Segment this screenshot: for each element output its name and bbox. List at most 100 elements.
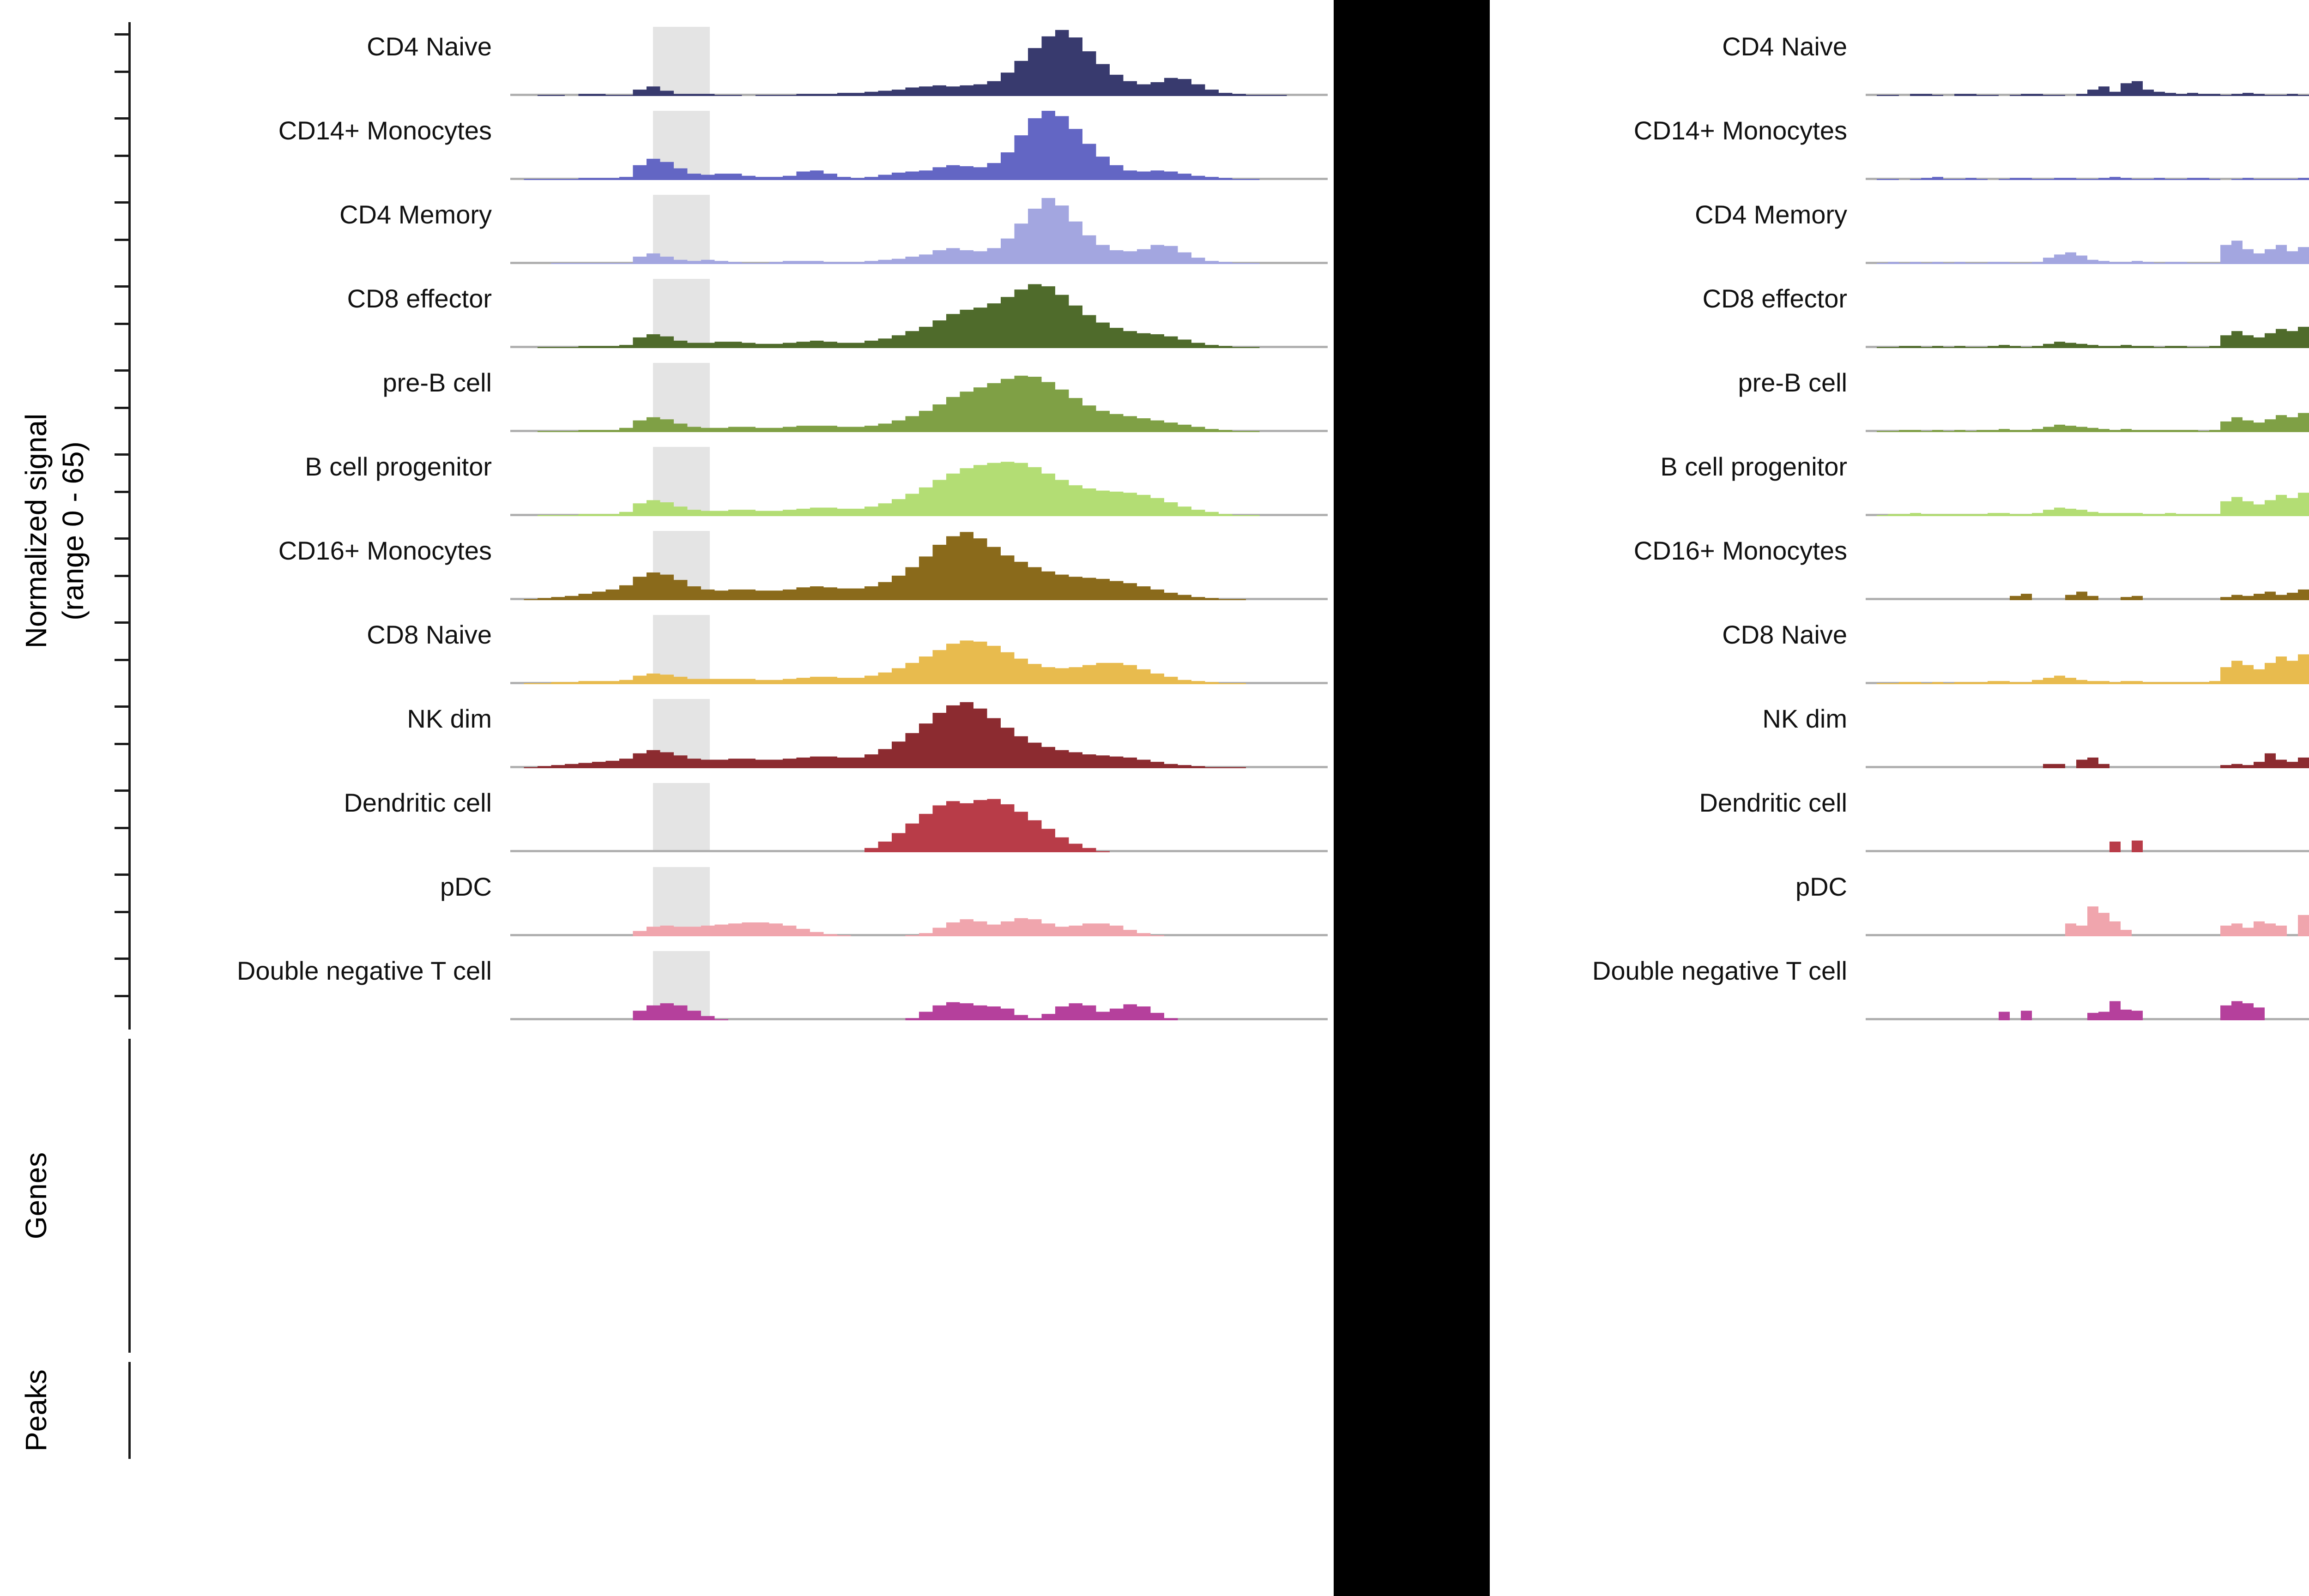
signal-area [510,532,1328,600]
track-label-11: pDC [1795,872,1847,901]
y-axis-tick [115,958,128,960]
y-axis-tick [115,658,128,661]
track-label-8: CD8 Naive [1722,620,1847,649]
y-axis-tick [115,994,128,997]
signal-track-10 [1866,783,2309,852]
signal-area [1866,840,2309,852]
signal-area [510,30,1328,96]
track-label-10: Dendritic cell [344,788,492,817]
track-label-6: B cell progenitor [305,452,492,481]
y-axis-tick [115,910,128,913]
track-label-8: CD8 Naive [367,620,492,649]
highlight-band [653,27,710,96]
genes-axis-rule [128,1039,131,1353]
y-axis-tick [115,742,128,745]
signal-area [510,375,1328,432]
signal-track-5 [510,363,1328,432]
track-baseline [1866,178,2309,180]
y-axis-tick [115,453,128,456]
peaks-section-label: Peaks [19,1369,53,1451]
signal-area [1866,410,2309,432]
highlight-band [653,867,710,936]
y-axis-tick [115,285,128,288]
signal-track-9 [510,699,1328,768]
track-label-4: CD8 effector [1702,284,1847,313]
signal-track-1 [1866,27,2309,96]
signal-track-9 [1866,699,2309,768]
peaks-axis-rule [128,1362,131,1459]
track-label-2: CD14+ Monocytes [278,116,492,145]
panel-divider [1334,0,1490,1596]
signal-track-8 [1866,615,2309,684]
track-label-9: NK dim [407,704,492,733]
track-label-4: CD8 effector [347,284,492,313]
signal-track-12 [510,951,1328,1020]
signal-area [510,1002,1328,1020]
signal-area [510,799,1328,852]
track-label-11: pDC [440,872,492,901]
track-label-9: NK dim [1762,704,1847,733]
y-axis-tick [115,70,128,73]
signal-track-11 [1866,867,2309,936]
signal-track-3 [510,195,1328,264]
signal-area [1866,906,2309,936]
track-baseline [1866,850,2309,852]
signal-track-2 [1866,111,2309,180]
track-label-3: CD4 Memory [1695,200,1847,229]
track-label-5: pre-B cell [382,368,492,397]
y-axis-tick [115,537,128,540]
y-axis-tick [115,201,128,204]
y-axis-tick [115,574,128,577]
signal-area [510,284,1328,348]
track-label-1: CD4 Naive [1722,32,1847,61]
y-axis-tick [115,621,128,624]
signal-track-2 [510,111,1328,180]
highlight-band [653,195,710,264]
y-axis-tick [115,789,128,792]
y-axis-tick [115,406,128,409]
highlight-band [653,783,710,852]
signal-track-6 [1866,447,2309,516]
signal-track-5 [1866,363,2309,432]
track-label-1: CD4 Naive [367,32,492,61]
y-axis-tick [115,873,128,876]
track-label-3: CD4 Memory [339,200,492,229]
signal-track-7 [1866,531,2309,600]
signal-area [510,918,1328,936]
signal-area [1866,490,2309,516]
signal-area [1866,751,2309,768]
signal-track-6 [510,447,1328,516]
y-axis-tick [115,826,128,829]
track-label-12: Double negative T cell [236,956,492,985]
y-axis-tick [115,238,128,241]
y-axis-tick [115,33,128,36]
signal-track-7 [510,531,1328,600]
signal-track-4 [1866,279,2309,348]
y-axis-tick [115,490,128,493]
signal-track-10 [510,783,1328,852]
signal-area [1866,1001,2309,1020]
track-label-2: CD14+ Monocytes [1633,116,1847,145]
signal-area [510,462,1328,516]
track-label-12: Double negative T cell [1592,956,1847,985]
signal-area [1866,652,2309,684]
signal-area [510,640,1328,684]
track-label-10: Dendritic cell [1699,788,1847,817]
signal-area [1866,325,2309,348]
signal-track-1 [510,27,1328,96]
track-label-7: CD16+ Monocytes [1633,536,1847,565]
y-axis-tick [115,154,128,157]
signal-area [1866,177,2309,180]
signal-track-12 [1866,951,2309,1020]
signal-area [510,702,1328,768]
track-label-7: CD16+ Monocytes [278,536,492,565]
track-label-5: pre-B cell [1738,368,1847,397]
highlight-band [653,615,710,684]
signal-track-11 [510,867,1328,936]
y-axis-tick [115,322,128,325]
signal-area [1866,241,2309,264]
signal-track-4 [510,279,1328,348]
signal-track-8 [510,615,1328,684]
signal-area [1866,587,2309,600]
